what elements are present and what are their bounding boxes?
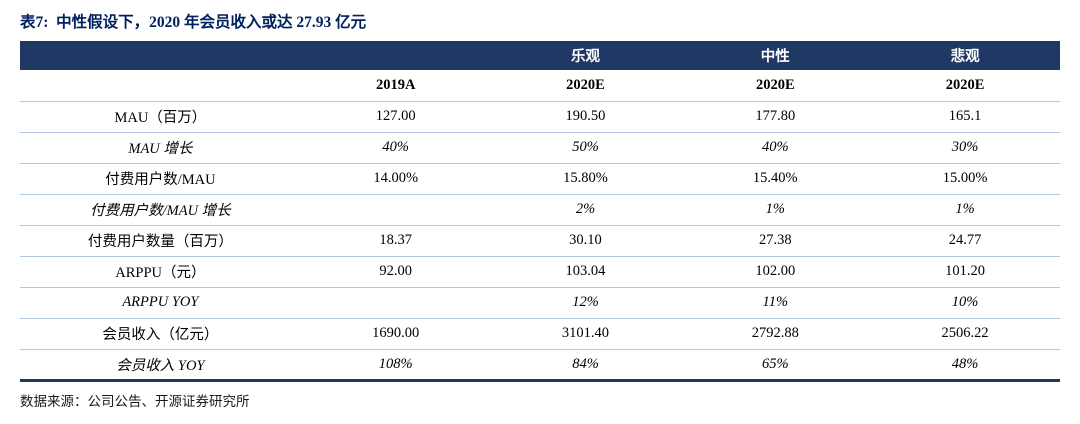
row-label: 付费用户数/MAU xyxy=(20,163,301,195)
row-label: 会员收入 YOY xyxy=(20,349,301,382)
row-label: 会员收入（亿元） xyxy=(20,318,301,350)
cell-value: 103.04 xyxy=(490,256,681,288)
scenario-header-row: 乐观 中性 悲观 xyxy=(20,41,1060,70)
data-source-note: 数据来源：公司公告、开源证券研究所 xyxy=(20,393,250,409)
cell-value: 30.10 xyxy=(490,225,681,257)
row-label: ARPPU YOY xyxy=(20,287,301,319)
cell-value: 27.38 xyxy=(680,225,871,257)
scenario-header-neutral: 中性 xyxy=(680,41,871,70)
cell-value: 102.00 xyxy=(680,256,871,288)
cell-value: 10% xyxy=(870,287,1060,319)
cell-value: 65% xyxy=(680,349,871,382)
membership-revenue-table: 乐观 中性 悲观 2019A 2020E 2020E 2020E MAU（百万）… xyxy=(20,41,1060,382)
row-label: MAU（百万） xyxy=(20,101,301,133)
year-header-2020e-optimistic: 2020E xyxy=(490,70,681,102)
cell-value: 48% xyxy=(870,349,1060,382)
table-row-paying-ratio-growth: 付费用户数/MAU 增长 2% 1% 1% xyxy=(20,194,1060,226)
cell-value: 190.50 xyxy=(490,101,681,133)
cell-value: 15.00% xyxy=(870,163,1060,195)
cell-value: 40% xyxy=(300,132,491,164)
row-label: ARPPU（元） xyxy=(20,256,301,288)
cell-value: 177.80 xyxy=(680,101,871,133)
cell-value: 14.00% xyxy=(300,163,491,195)
table-row-paying-ratio: 付费用户数/MAU 14.00% 15.80% 15.40% 15.00% xyxy=(20,163,1060,195)
table-row-paying-users: 付费用户数量（百万） 18.37 30.10 27.38 24.77 xyxy=(20,225,1060,257)
table-row-arppu: ARPPU（元） 92.00 103.04 102.00 101.20 xyxy=(20,256,1060,288)
year-header-2020e-neutral: 2020E xyxy=(680,70,871,102)
cell-value: 30% xyxy=(870,132,1060,164)
cell-value: 84% xyxy=(490,349,681,382)
cell-value: 18.37 xyxy=(300,225,491,257)
cell-value xyxy=(300,287,491,319)
scenario-header-optimistic: 乐观 xyxy=(490,41,681,70)
cell-value: 50% xyxy=(490,132,681,164)
cell-value: 11% xyxy=(680,287,871,319)
scenario-header-empty xyxy=(20,41,491,70)
cell-value: 2792.88 xyxy=(680,318,871,350)
cell-value: 1% xyxy=(870,194,1060,226)
cell-value: 92.00 xyxy=(300,256,491,288)
table-row-member-revenue: 会员收入（亿元） 1690.00 3101.40 2792.88 2506.22 xyxy=(20,318,1060,350)
cell-value: 108% xyxy=(300,349,491,382)
cell-value: 101.20 xyxy=(870,256,1060,288)
row-label: 付费用户数量（百万） xyxy=(20,225,301,257)
table-row-member-revenue-yoy: 会员收入 YOY 108% 84% 65% 48% xyxy=(20,349,1060,382)
scenario-header-pessimistic: 悲观 xyxy=(870,41,1060,70)
year-header-row: 2019A 2020E 2020E 2020E xyxy=(20,70,1060,102)
table-body: MAU（百万） 127.00 190.50 177.80 165.1 MAU 增… xyxy=(20,101,1060,382)
table-row-mau: MAU（百万） 127.00 190.50 177.80 165.1 xyxy=(20,101,1060,133)
cell-value xyxy=(300,194,491,226)
row-label: MAU 增长 xyxy=(20,132,301,164)
cell-value: 165.1 xyxy=(870,101,1060,133)
cell-value: 127.00 xyxy=(300,101,491,133)
cell-value: 2506.22 xyxy=(870,318,1060,350)
table-title: 表7: 中性假设下，2020 年会员收入或达 27.93 亿元 xyxy=(20,14,367,31)
year-header-2020e-pessimistic: 2020E xyxy=(870,70,1060,102)
cell-value: 24.77 xyxy=(870,225,1060,257)
cell-value: 15.40% xyxy=(680,163,871,195)
table-header: 乐观 中性 悲观 2019A 2020E 2020E 2020E xyxy=(20,41,1060,102)
cell-value: 2% xyxy=(490,194,681,226)
year-header-2019a: 2019A xyxy=(300,70,491,102)
table-row-mau-growth: MAU 增长 40% 50% 40% 30% xyxy=(20,132,1060,164)
table-row-arppu-yoy: ARPPU YOY 12% 11% 10% xyxy=(20,287,1060,319)
year-header-empty xyxy=(20,70,301,102)
cell-value: 40% xyxy=(680,132,871,164)
cell-value: 15.80% xyxy=(490,163,681,195)
cell-value: 1690.00 xyxy=(300,318,491,350)
row-label: 付费用户数/MAU 增长 xyxy=(20,194,301,226)
cell-value: 3101.40 xyxy=(490,318,681,350)
cell-value: 1% xyxy=(680,194,871,226)
cell-value: 12% xyxy=(490,287,681,319)
